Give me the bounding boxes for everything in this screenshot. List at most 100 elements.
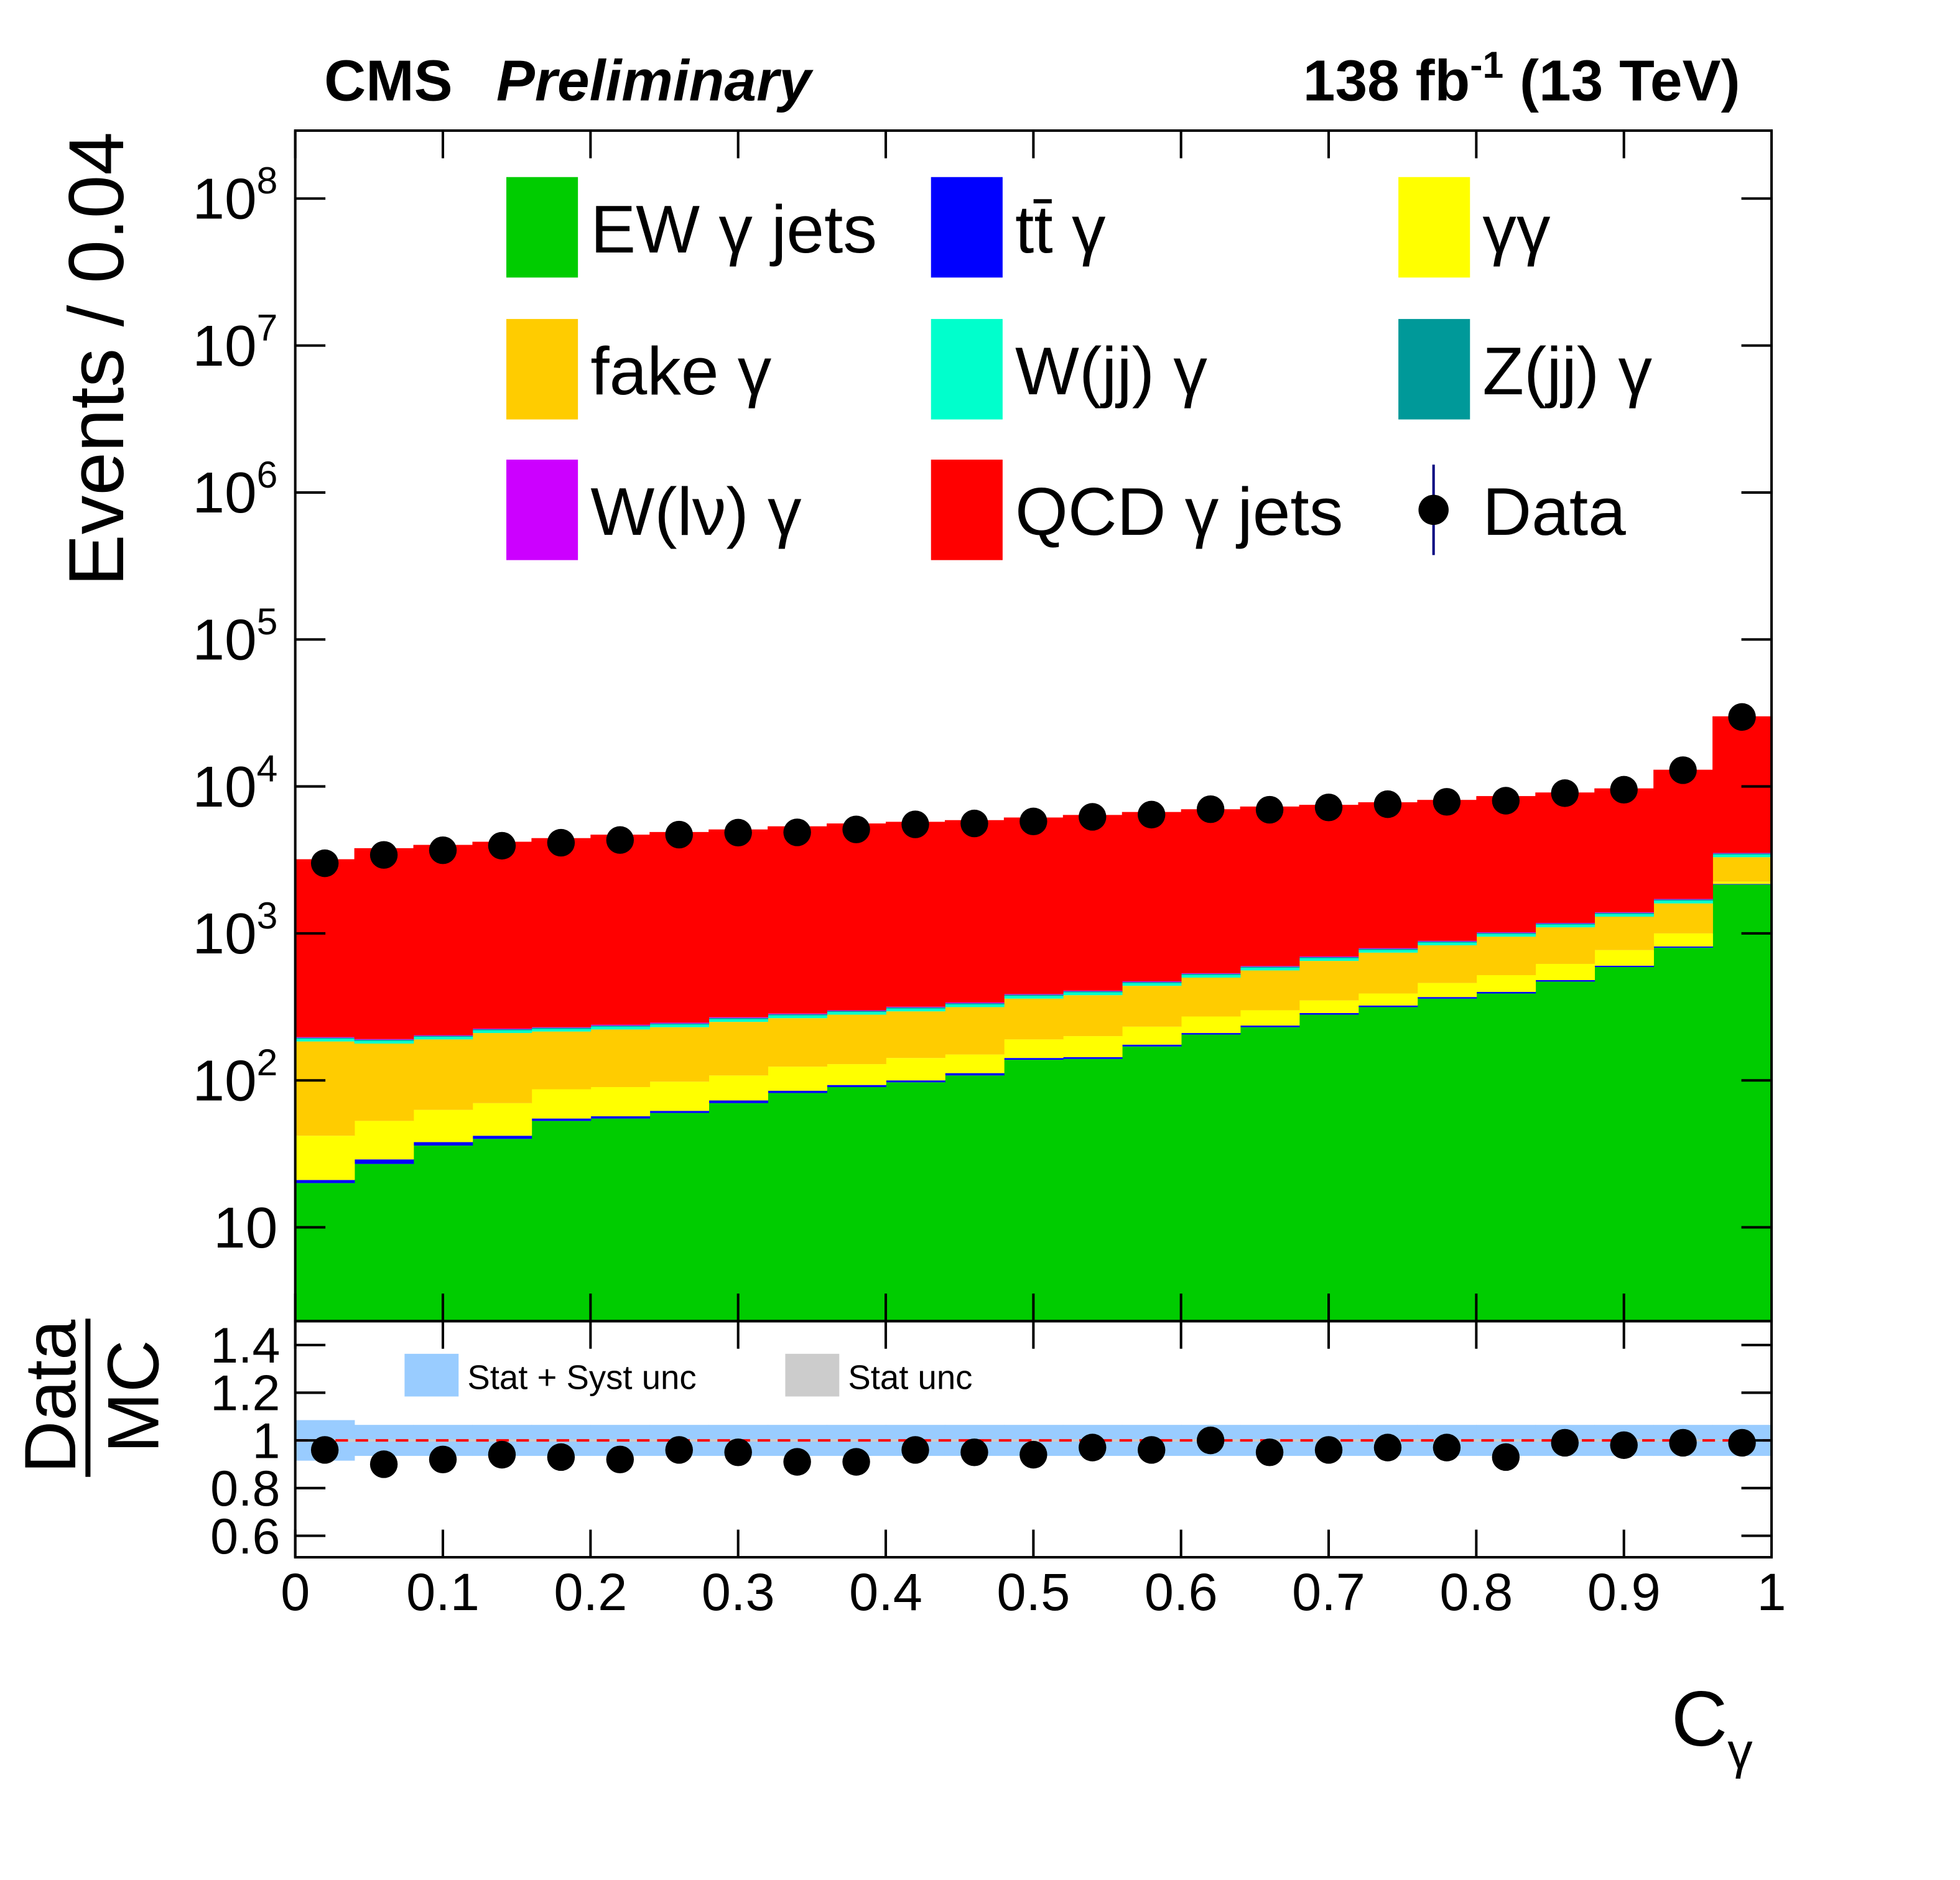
stack-segment — [1299, 956, 1359, 957]
x-tick-label: 0.5 — [996, 1562, 1070, 1621]
stack-segment — [531, 838, 592, 1027]
stack-segment — [1594, 914, 1654, 917]
stack-segment — [472, 841, 532, 1029]
stack-segment — [708, 1075, 768, 1101]
legend-label: Z(jj) γ — [1482, 333, 1652, 409]
x-axis-title-sub: γ — [1727, 1723, 1753, 1779]
stack-segment — [1299, 1014, 1359, 1322]
legend-swatch — [931, 460, 1003, 560]
ratio-y-title-den: MC — [92, 1340, 174, 1453]
stack-segment — [827, 1064, 886, 1085]
data-point — [724, 818, 752, 847]
stack-segment — [1062, 995, 1123, 1037]
ratio-point — [1669, 1429, 1697, 1457]
data-point — [1373, 790, 1402, 818]
ratio-point — [488, 1440, 516, 1469]
lumi-tail: (13 TeV) — [1503, 49, 1740, 113]
stack-segment — [1653, 901, 1713, 904]
x-tick-label: 1 — [1757, 1562, 1786, 1621]
data-point — [901, 810, 929, 838]
y-tick-base: 10 — [192, 167, 256, 231]
y-tick-base: 10 — [192, 313, 256, 378]
stack-segment — [295, 1041, 355, 1136]
stack-segment — [1003, 817, 1064, 994]
stack-segment — [708, 1019, 768, 1022]
stack-segment — [1476, 933, 1536, 937]
legend-swatch — [931, 318, 1003, 420]
stack-segment — [768, 1018, 827, 1067]
stack-segment — [590, 1118, 651, 1322]
stack-segment — [1594, 916, 1654, 950]
y-tick-exponent: 6 — [257, 453, 278, 496]
stack-segment — [1417, 800, 1477, 941]
stack-segment — [1417, 945, 1477, 983]
stack-segment — [1594, 965, 1654, 968]
stack-segment — [1535, 792, 1595, 923]
stack-segment — [1594, 967, 1654, 1322]
stack-segment — [1181, 1033, 1241, 1035]
legend-label: W(jj) γ — [1015, 333, 1207, 409]
stack-segment — [531, 1121, 592, 1322]
stack-segment — [649, 1024, 710, 1027]
data-point — [1019, 807, 1047, 836]
ratio-legend-swatch — [404, 1353, 459, 1397]
legend-swatch — [931, 177, 1003, 278]
x-tick-label: 0.3 — [702, 1562, 775, 1621]
stack-segment — [1594, 950, 1654, 966]
stack-segment — [1062, 992, 1123, 996]
stack-segment — [590, 835, 651, 1025]
stack-segment — [354, 848, 414, 1039]
x-axis-title-main: C — [1671, 1675, 1727, 1762]
stack-segment — [1653, 903, 1713, 933]
stack-segment — [1476, 796, 1536, 933]
stack-segment — [295, 1037, 355, 1038]
stack-segment — [590, 1087, 651, 1116]
stack-segment — [1240, 1010, 1300, 1026]
stack-segment — [295, 859, 355, 1037]
stack-segment — [1181, 1016, 1241, 1034]
data-point — [547, 828, 575, 857]
stack-segment — [708, 1017, 768, 1018]
stack-segment — [649, 1023, 710, 1025]
stack-segment — [1240, 970, 1300, 1011]
stack-segment — [1299, 961, 1359, 1001]
stack-segment — [886, 1007, 945, 1009]
ratio-legend-label: Stat unc — [848, 1358, 972, 1396]
ratio-point — [606, 1445, 634, 1474]
ratio-point — [369, 1450, 398, 1478]
stack-segment — [708, 829, 768, 1017]
stack-segment — [649, 1081, 710, 1111]
stack-segment — [1358, 1007, 1418, 1322]
legend-swatch — [1398, 177, 1470, 278]
stack-segment — [1712, 716, 1772, 853]
x-tick-label: 0 — [281, 1562, 310, 1621]
x-tick-label: 0.8 — [1439, 1562, 1513, 1621]
stack-segment — [944, 1003, 1005, 1004]
legend-label: Data — [1482, 474, 1626, 550]
stack-segment — [827, 1014, 886, 1065]
stack-segment — [1299, 1000, 1359, 1014]
ratio-point — [429, 1445, 457, 1474]
stack-segment — [1535, 923, 1595, 925]
ratio-point — [724, 1438, 752, 1466]
stack-segment — [827, 1012, 886, 1015]
stack-segment — [1594, 912, 1654, 913]
stack-segment — [1358, 802, 1418, 948]
stack-segment — [1122, 981, 1182, 983]
stack-segment — [590, 1024, 651, 1026]
stack-segment — [1476, 991, 1536, 994]
data-point — [783, 818, 811, 846]
data-point — [1314, 794, 1343, 822]
stack-segment — [1476, 932, 1536, 933]
stack-segment — [886, 1008, 945, 1012]
legend-label: tt̄ γ — [1015, 192, 1106, 267]
stack-segment — [708, 1100, 768, 1103]
data-point — [1669, 756, 1697, 784]
stack-segment — [1003, 996, 1064, 999]
x-tick-label: 0.6 — [1145, 1562, 1218, 1621]
y-tick-exponent: 4 — [257, 748, 278, 790]
stack-segment — [1417, 942, 1477, 946]
ratio-point — [1610, 1431, 1638, 1460]
ratio-point — [1314, 1436, 1343, 1464]
main-plot — [295, 703, 1772, 1322]
